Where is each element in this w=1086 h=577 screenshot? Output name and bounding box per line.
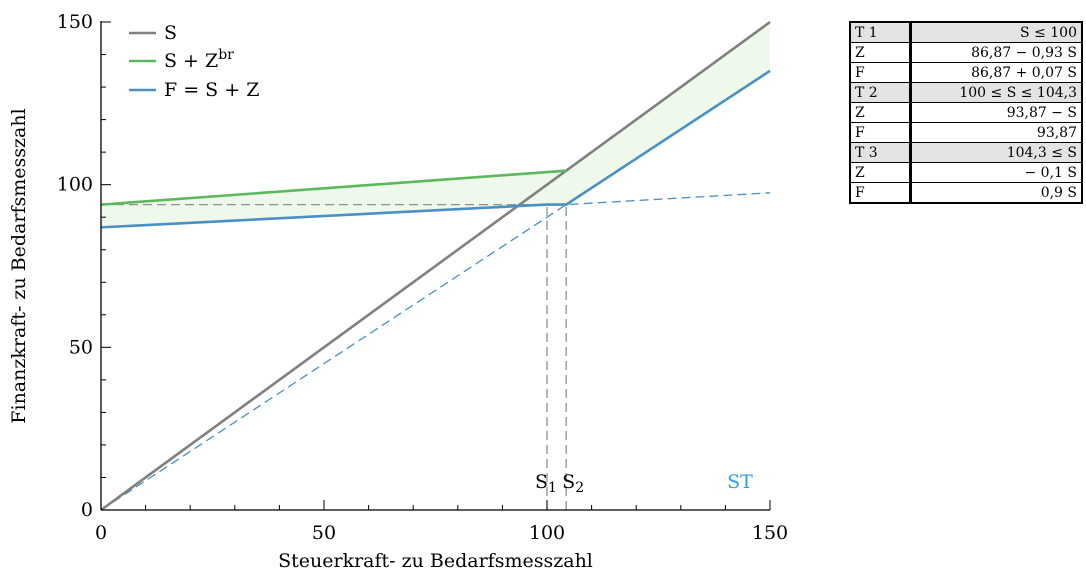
table-header-row: T 2 100 ≤ S ≤ 104,3	[850, 82, 1082, 103]
legend-label-2: F = S + Z	[164, 79, 259, 101]
table-cell-formula: 0,9 S	[910, 182, 1082, 204]
table-row: F 0,9 S	[850, 182, 1082, 204]
y-tick-label-100: 100	[57, 174, 93, 196]
table-cell-label: Z	[850, 102, 912, 123]
table-cell-label: Z	[850, 162, 912, 183]
x-tick-label-100: 100	[529, 522, 565, 544]
table-cell-formula: 93,87 − S	[910, 102, 1082, 123]
table-cell-label: T 3	[850, 142, 912, 163]
y-tick-label-0: 0	[81, 499, 93, 521]
label-layer: 0 50 100 150 0 50 100 150 Steuerkraft- zu Bedarf…	[8, 11, 788, 572]
helper-dashed-line-0	[100, 192, 771, 511]
x-tick-label-150: 150	[752, 522, 788, 544]
table-cell-formula: 86,87 − 0,93 S	[910, 42, 1082, 63]
series-line-1	[100, 169, 567, 206]
table-cell-formula: 104,3 ≤ S	[910, 142, 1082, 163]
x-tick-label-0: 0	[95, 522, 107, 544]
y-tick-label-50: 50	[69, 336, 93, 358]
legend-label-0: S	[164, 22, 177, 44]
series-line-0	[100, 20, 771, 512]
legend-label-1: S + Zbr	[164, 47, 234, 72]
x-tick-label-50: 50	[312, 522, 336, 544]
table-header-row: T 3 104,3 ≤ S	[850, 142, 1082, 163]
annotation-subscript-1: 2	[575, 480, 584, 496]
table-cell-formula: 93,87	[910, 122, 1082, 143]
y-tick-label-150: 150	[57, 11, 93, 33]
table-cell-label: T 2	[850, 82, 912, 103]
table-cell-formula: − 0,1 S	[910, 162, 1082, 183]
legend-label-superscript: br	[218, 47, 234, 63]
table-cell-label: Z	[850, 42, 912, 63]
table-row: F 86,87 + 0,07 S	[850, 62, 1082, 83]
annotation-subscript-0: 1	[548, 480, 557, 496]
series-layer	[100, 20, 771, 512]
table-row: Z 86,87 − 0,93 S	[850, 42, 1082, 63]
series-line-2	[100, 69, 771, 229]
annotation-label-2: ST	[727, 471, 753, 493]
axes-layer	[100, 21, 771, 511]
table-cell-label: F	[850, 182, 912, 204]
table-row: F 93,87	[850, 122, 1082, 143]
table-cell-label: F	[850, 122, 912, 143]
table-row: Z 93,87 − S	[850, 102, 1082, 123]
table-cell-label: T 1	[850, 22, 912, 43]
table-row: Z − 0,1 S	[850, 162, 1082, 183]
table-cell-formula: S ≤ 100	[910, 22, 1082, 43]
annotation-label-0: S1	[535, 471, 557, 496]
y-axis-title: Finanzkraft- zu Bedarfsmesszahl	[8, 108, 30, 423]
table-cell-label: F	[850, 62, 912, 83]
annotation-label-1: S2	[562, 471, 584, 496]
table-cell-formula: 100 ≤ S ≤ 104,3	[910, 82, 1082, 103]
table-cell-formula: 86,87 + 0,07 S	[910, 62, 1082, 83]
x-axis-title: Steuerkraft- zu Bedarfsmesszahl	[278, 550, 593, 572]
